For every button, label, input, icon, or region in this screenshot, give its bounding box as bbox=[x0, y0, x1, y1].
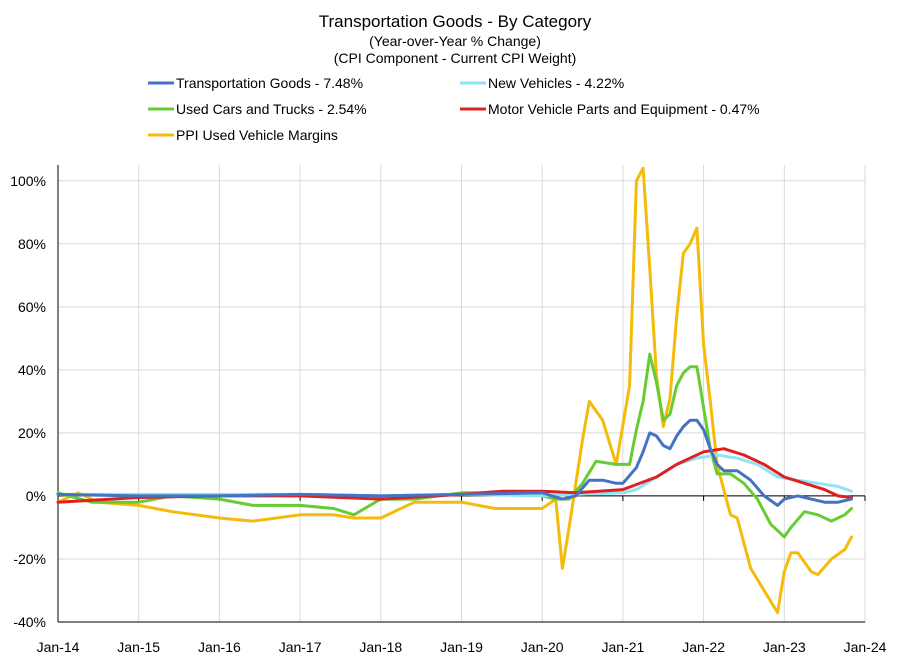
x-tick-label: Jan-18 bbox=[359, 639, 402, 655]
legend-label: Used Cars and Trucks - 2.54% bbox=[176, 101, 367, 117]
legend-label: Transportation Goods - 7.48% bbox=[176, 75, 363, 91]
legend-label: New Vehicles - 4.22% bbox=[488, 75, 624, 91]
legend-label: PPI Used Vehicle Margins bbox=[176, 127, 338, 143]
x-tick-label: Jan-16 bbox=[198, 639, 241, 655]
y-tick-label: 60% bbox=[18, 299, 46, 315]
chart-subtitle-1: (Year-over-Year % Change) bbox=[369, 33, 541, 49]
x-tick-label: Jan-17 bbox=[279, 639, 322, 655]
y-tick-label: -20% bbox=[13, 551, 46, 567]
grid bbox=[57, 165, 866, 623]
chart-subtitle-2: (CPI Component - Current CPI Weight) bbox=[334, 50, 577, 66]
x-tick-label: Jan-19 bbox=[440, 639, 483, 655]
x-tick-label: Jan-23 bbox=[763, 639, 806, 655]
series-line-0 bbox=[56, 418, 853, 507]
x-tick-label: Jan-14 bbox=[37, 639, 80, 655]
y-tick-label: 0% bbox=[26, 488, 46, 504]
x-tick-label: Jan-21 bbox=[601, 639, 644, 655]
legend-label: Motor Vehicle Parts and Equipment - 0.47… bbox=[488, 101, 760, 117]
x-tick-label: Jan-15 bbox=[117, 639, 160, 655]
x-tick-label: Jan-24 bbox=[844, 639, 887, 655]
y-tick-label: 20% bbox=[18, 425, 46, 441]
y-tick-label: 100% bbox=[10, 173, 46, 189]
y-tick-label: -40% bbox=[13, 614, 46, 630]
legend: Transportation Goods - 7.48% New Vehicles… bbox=[148, 75, 760, 143]
series-group bbox=[56, 166, 853, 614]
series-line-3 bbox=[56, 447, 853, 504]
chart-title: Transportation Goods - By Category bbox=[319, 12, 592, 31]
series-line-4 bbox=[56, 166, 853, 614]
y-tick-label: 40% bbox=[18, 362, 46, 378]
series-line-2 bbox=[56, 352, 853, 539]
x-tick-label: Jan-22 bbox=[682, 639, 725, 655]
axes: -40% -20% 0% 20% 40% 60% 80% 100% Jan-14 Jan-15 Ja… bbox=[10, 165, 887, 655]
y-tick-label: 80% bbox=[18, 236, 46, 252]
x-tick-label: Jan-20 bbox=[521, 639, 564, 655]
